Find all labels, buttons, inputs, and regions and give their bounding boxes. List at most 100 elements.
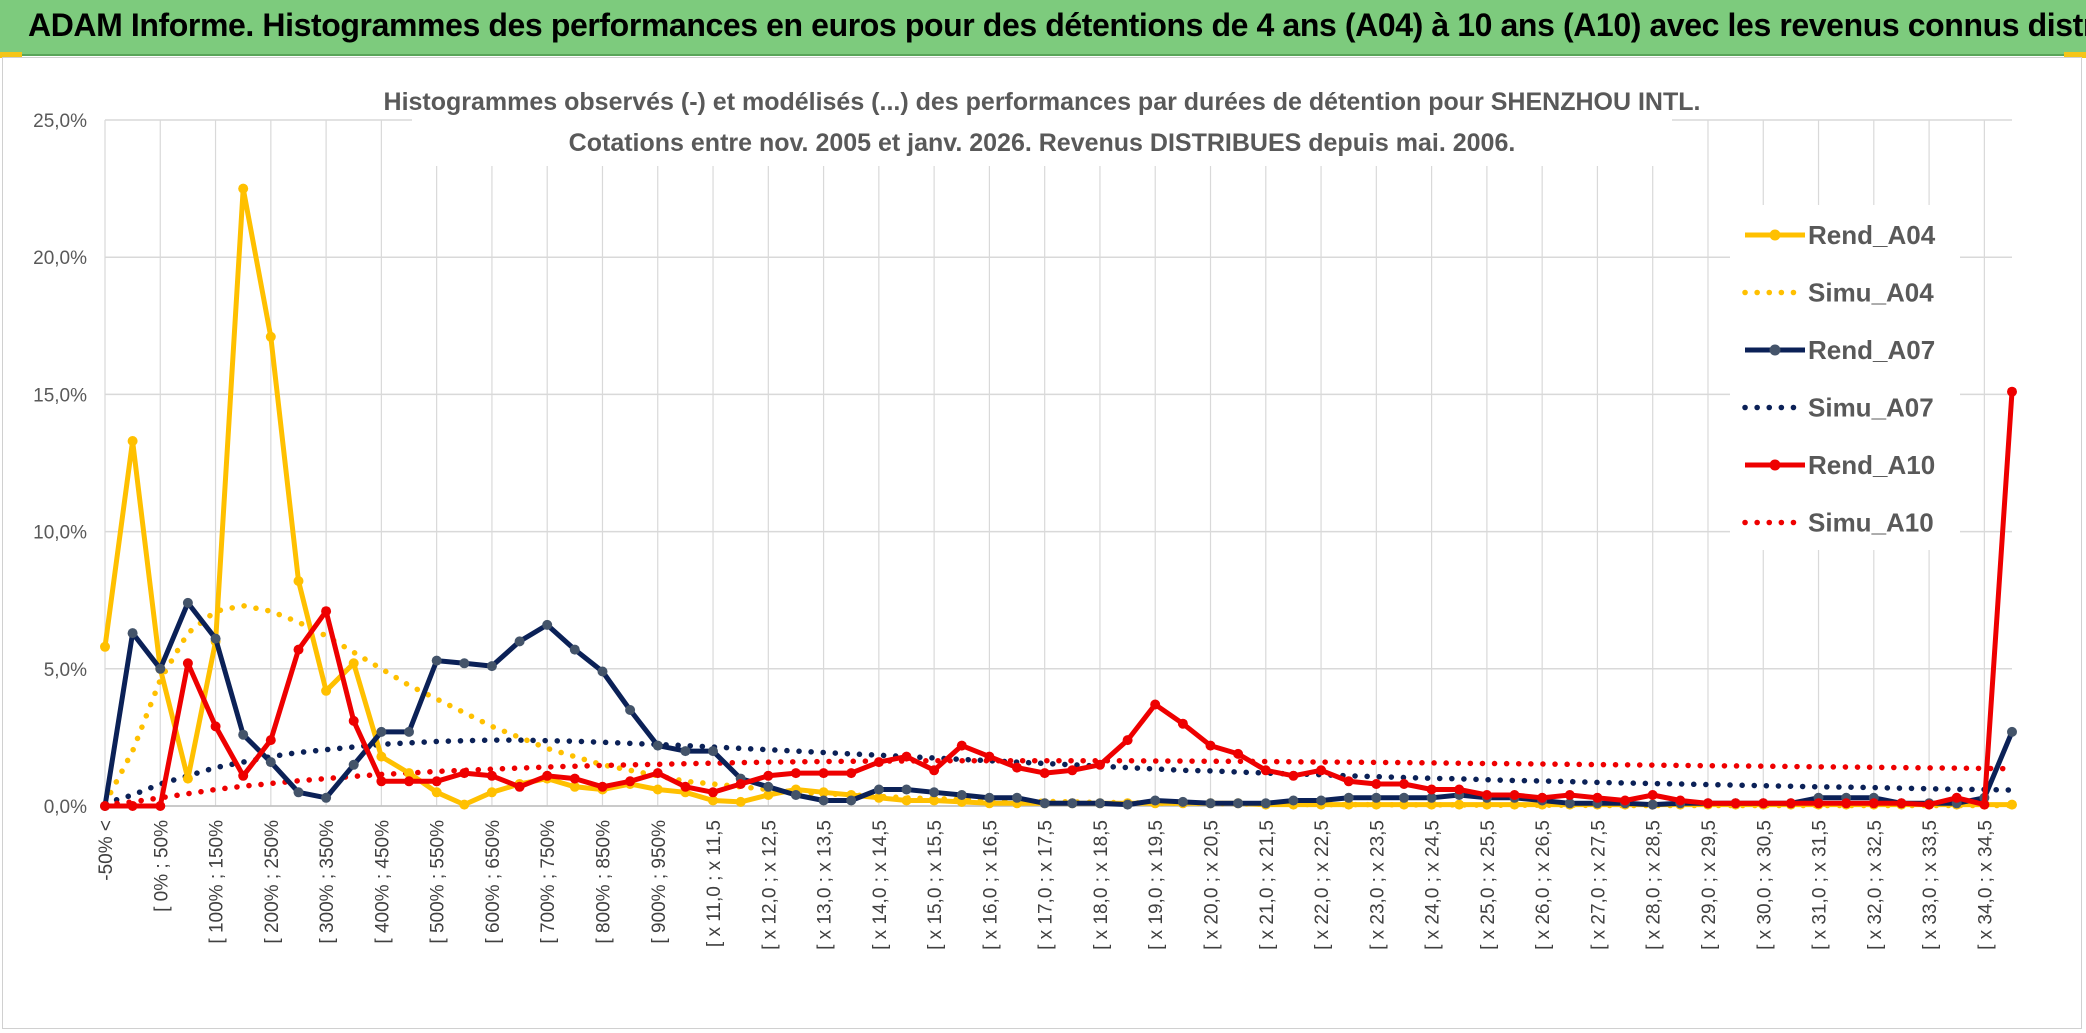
data-point: [846, 768, 857, 779]
data-point: [1095, 798, 1105, 809]
data-point: [1177, 718, 1188, 729]
data-point: [1288, 770, 1299, 781]
series-Simu_A04: [102, 602, 2015, 809]
data-point: [100, 641, 110, 652]
data-point: [431, 787, 442, 798]
data-point: [265, 735, 276, 746]
data-point: [1841, 798, 1852, 809]
title-background: [412, 80, 1672, 166]
x-tick-label: [ x 11,0 ; x 11,5: [704, 820, 725, 947]
data-point: [459, 799, 470, 810]
x-tick-label: [ x 17,0 ; x 17,5: [1036, 820, 1057, 950]
data-point: [210, 633, 221, 644]
x-tick-label: [ x 18,0 ; x 18,5: [1091, 820, 1112, 950]
data-point: [763, 781, 774, 792]
legend-label: Rend_A10: [1808, 450, 1935, 480]
data-point: [542, 770, 553, 781]
data-point: [1564, 798, 1575, 809]
data-point: [182, 773, 193, 784]
series-line: [102, 186, 2012, 808]
x-axis-ticks: -50% < [ 0% ; 50% [ 100% ; 150% [ 200% ; 25…: [96, 820, 1996, 950]
series-line: [102, 602, 2015, 809]
data-point: [1260, 765, 1271, 776]
data-point: [182, 658, 193, 669]
x-tick-label: [ x 20,0 ; x 20,5: [1202, 820, 1223, 950]
x-tick-label: [ x 13,0 ; x 13,5: [815, 820, 836, 950]
data-point: [929, 795, 940, 806]
data-point: [625, 705, 636, 715]
data-point: [818, 795, 829, 806]
data-point: [1399, 792, 1409, 803]
y-tick-label: 20,0%: [33, 248, 87, 269]
data-point: [1675, 795, 1686, 806]
legend-label: Simu_A07: [1808, 393, 1934, 423]
data-point: [486, 770, 497, 781]
data-point: [956, 790, 967, 800]
data-point: [790, 768, 801, 779]
x-tick-label: [ x 25,0 ; x 25,5: [1478, 820, 1499, 950]
x-tick-label: [ x 19,0 ; x 19,5: [1146, 820, 1167, 950]
data-point: [818, 787, 829, 798]
legend-label: Rend_A04: [1808, 220, 1936, 250]
data-point: [348, 658, 359, 669]
legend-marker: [1769, 459, 1781, 471]
data-point: [708, 795, 718, 806]
data-point: [901, 795, 912, 806]
data-point: [1620, 795, 1631, 806]
data-point: [1150, 795, 1161, 806]
series-layer: [100, 183, 2017, 811]
data-point: [1758, 798, 1769, 809]
data-point: [238, 770, 249, 781]
data-point: [1647, 790, 1658, 800]
chart-frame: [2, 57, 2082, 1029]
data-point: [293, 576, 304, 586]
x-tick-label: [ x 21,0 ; x 21,5: [1257, 820, 1278, 950]
data-point: [1426, 784, 1437, 795]
data-point: [265, 757, 276, 768]
x-tick-label: [ x 22,0 ; x 22,5: [1312, 820, 1333, 950]
x-tick-label: [ x 29,0 ; x 29,5: [1699, 820, 1720, 950]
data-point: [818, 768, 829, 779]
x-tick-label: [ 0% ; 50%: [151, 820, 172, 912]
data-point: [2007, 799, 2017, 810]
data-point: [1316, 795, 1327, 806]
data-point: [652, 784, 663, 795]
data-point: [127, 436, 138, 446]
data-point: [735, 779, 746, 789]
data-point: [431, 655, 442, 666]
series-Simu_A10: [102, 757, 2015, 808]
x-tick-label: [ x 28,0 ; x 28,5: [1644, 820, 1665, 950]
data-point: [1205, 740, 1216, 751]
data-point: [984, 751, 995, 762]
data-point: [514, 781, 525, 792]
data-point: [597, 781, 608, 792]
legend: Rend_A04 Simu_A04 Rend_A07 Simu_A07 Rend_A10…: [1730, 205, 1960, 550]
legend-item: Rend_A07: [1745, 335, 1935, 365]
data-point: [486, 787, 497, 798]
grid-lines: [104, 119, 2012, 807]
data-point: [873, 757, 884, 768]
x-tick-label: -50% <: [96, 820, 117, 881]
data-point: [1454, 784, 1465, 795]
legend-marker: [1769, 344, 1781, 356]
x-tick-label: [ x 34,0 ; x 34,5: [1975, 820, 1996, 950]
data-point: [1371, 792, 1382, 803]
data-point: [1509, 790, 1520, 800]
data-point: [873, 792, 884, 803]
data-point: [1177, 796, 1188, 807]
y-tick-label: 15,0%: [33, 385, 87, 406]
data-point: [956, 796, 967, 807]
legend-item: Simu_A10: [1742, 508, 1934, 538]
data-point: [321, 792, 332, 803]
chart-titles: Histogrammes observés (-) et modélisés (…: [384, 80, 1701, 166]
legend-label: Simu_A04: [1808, 278, 1934, 308]
data-point: [1039, 768, 1050, 779]
legend-item: Simu_A04: [1742, 278, 1934, 308]
data-point: [873, 784, 884, 795]
chart-title: Histogrammes observés (-) et modélisés (…: [384, 88, 1701, 116]
data-point: [459, 768, 470, 779]
x-tick-label: [ 900% ; 950%: [649, 820, 670, 944]
x-tick-label: [ x 24,0 ; x 24,5: [1423, 820, 1444, 950]
x-tick-label: [ 800% ; 850%: [593, 820, 614, 944]
data-point: [1122, 735, 1133, 746]
